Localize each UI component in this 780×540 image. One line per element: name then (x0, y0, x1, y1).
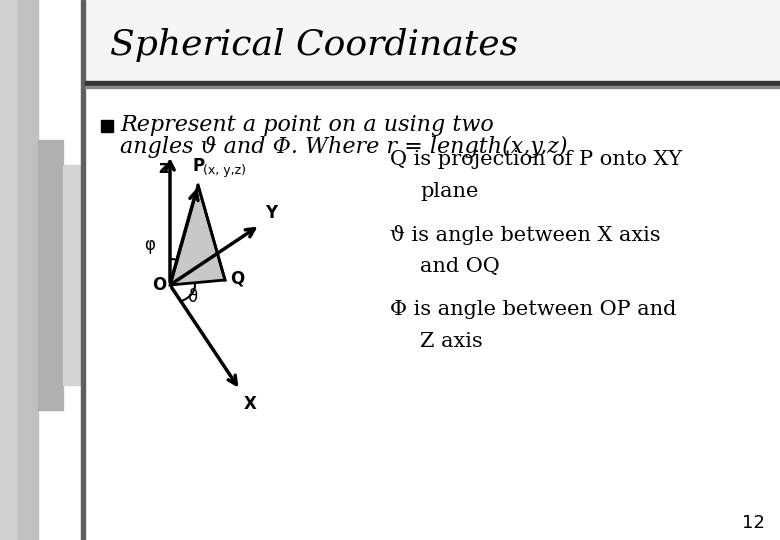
Polygon shape (170, 185, 225, 285)
Bar (85, 0, 780, 80)
Bar (38, 140, 63, 410)
Text: angles ϑ and Φ. Where r = length(x,y,z): angles ϑ and Φ. Where r = length(x,y,z) (120, 136, 568, 158)
Text: and OQ: and OQ (420, 257, 500, 276)
Text: Y: Y (265, 204, 277, 222)
Bar (18, 0, 38, 540)
Text: Q: Q (230, 269, 244, 287)
Bar (85, 81, 780, 85)
Bar (63, 165, 81, 385)
Text: ϑ is angle between X axis: ϑ is angle between X axis (390, 225, 661, 245)
Text: plane: plane (420, 182, 478, 201)
Text: (x, y,z): (x, y,z) (203, 164, 246, 177)
Bar (81, 0, 85, 540)
Bar (85, 86, 780, 88)
Text: Φ is angle between OP and: Φ is angle between OP and (390, 300, 676, 319)
Text: Represent a point on a using two: Represent a point on a using two (120, 114, 494, 136)
Bar (85, 87, 780, 540)
Bar (85, 87, 780, 540)
Text: O: O (152, 276, 166, 294)
Text: Spherical Coordinates: Spherical Coordinates (110, 28, 518, 62)
Text: 12: 12 (742, 514, 765, 532)
Text: ϑ: ϑ (187, 288, 197, 306)
Text: φ: φ (144, 236, 155, 254)
Bar (101, 120, 113, 132)
Text: X: X (244, 395, 257, 413)
Bar (0, 0, 18, 540)
Text: Q is projection of P onto XY: Q is projection of P onto XY (390, 150, 682, 169)
Text: P: P (193, 157, 205, 175)
Text: Z axis: Z axis (420, 332, 483, 351)
Text: z: z (158, 159, 168, 177)
